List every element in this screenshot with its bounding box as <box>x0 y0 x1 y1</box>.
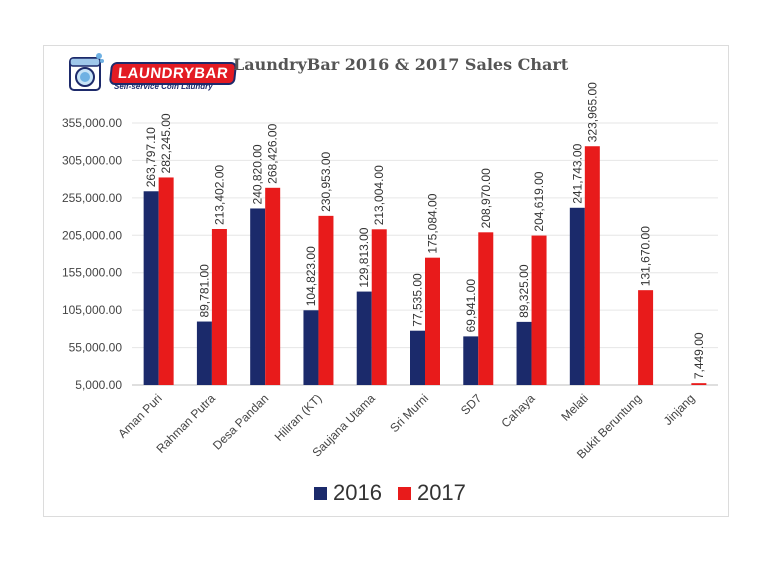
legend-item-2017: 2017 <box>397 480 466 506</box>
data-label: 175,084.00 <box>426 193 440 253</box>
bar-2017-sri-murni <box>425 257 440 385</box>
x-tick-label: Melati <box>558 391 591 424</box>
logo-tagline: Self-service Coin Laundry <box>114 82 213 91</box>
data-label: 7,449.00 <box>692 332 706 379</box>
y-tick-label: 305,000.00 <box>62 153 122 167</box>
data-label: 240,820.00 <box>251 144 265 204</box>
bar-2016-sd7 <box>463 336 479 385</box>
bar-2016-desa-pandan <box>250 208 266 385</box>
x-tick-label: Jinjang <box>661 391 698 428</box>
y-tick-label: 355,000.00 <box>62 116 122 130</box>
bar-2016-aman-puri <box>143 191 159 385</box>
data-label: 104,823.00 <box>304 246 318 306</box>
bar-2016-hiliran-kt- <box>303 310 319 385</box>
legend-label-2016: 2016 <box>333 480 382 505</box>
bar-2017-bukit-beruntung <box>638 290 654 385</box>
legend-swatch-2016 <box>314 486 327 500</box>
data-label: 213,004.00 <box>372 165 386 225</box>
y-tick-label: 255,000.00 <box>62 191 122 205</box>
y-tick-label: 205,000.00 <box>62 228 122 242</box>
bar-2017-saujana-utama <box>371 229 387 385</box>
bar-2017-desa-pandan <box>265 187 281 385</box>
bar-2016-saujana-utama <box>356 291 372 385</box>
bar-2017-cahaya <box>531 235 547 385</box>
data-label: 69,941.00 <box>464 279 478 333</box>
legend-swatch-2017 <box>397 486 411 500</box>
data-label: 282,245.00 <box>159 113 173 173</box>
data-label: 89,781.00 <box>197 264 211 318</box>
bar-2017-aman-puri <box>158 177 174 385</box>
data-label: 208,970.00 <box>479 168 493 228</box>
bar-2017-jinjang <box>691 383 707 385</box>
washing-machine-mascot-icon <box>69 53 104 91</box>
x-tick-label: Sri Murni <box>387 391 431 435</box>
chart-title: LaundryBar 2016 & 2017 Sales Chart <box>233 55 569 74</box>
bar-2016-melati <box>569 207 585 385</box>
bar-2017-sd7 <box>478 232 494 385</box>
bar-2016-cahaya <box>516 321 532 385</box>
bar-2017-rahman-putra <box>211 228 227 385</box>
bar-2017-hiliran-kt- <box>318 215 334 385</box>
data-label: 230,953.00 <box>319 151 333 211</box>
x-tick-label: SD7 <box>458 391 485 418</box>
data-label: 129,813.00 <box>357 227 371 287</box>
data-label: 89,325.00 <box>517 264 531 318</box>
y-tick-label: 55,000.00 <box>69 341 123 355</box>
legend-item-2016: 2016 <box>314 480 382 506</box>
data-label: 241,743.00 <box>570 143 584 203</box>
x-tick-label: Desa Pandan <box>210 391 271 452</box>
y-tick-label: 5,000.00 <box>75 378 122 392</box>
laundrybar-logo: LAUNDRYBAR Self-service Coin Laundry <box>64 48 238 98</box>
x-tick-label: Hiliran (KT) <box>272 391 325 444</box>
chart-legend: 2016 2017 <box>314 480 482 506</box>
bar-2016-sri-murni <box>410 330 425 385</box>
data-label: 268,426.00 <box>266 123 280 183</box>
y-tick-label: 105,000.00 <box>62 303 122 317</box>
bar-2016-rahman-putra <box>196 321 212 385</box>
data-label: 323,965.00 <box>585 82 599 142</box>
data-label: 204,619.00 <box>532 171 546 231</box>
data-label: 213,402.00 <box>212 165 226 225</box>
data-label: 263,797.10 <box>144 127 158 187</box>
y-tick-label: 155,000.00 <box>62 266 122 280</box>
data-label: 77,535.00 <box>411 273 425 327</box>
x-tick-label: Cahaya <box>499 391 538 430</box>
legend-label-2017: 2017 <box>416 480 466 505</box>
bar-2017-melati <box>584 146 600 385</box>
x-tick-label: Aman Puri <box>115 391 165 441</box>
data-label: 131,670.00 <box>639 226 653 286</box>
